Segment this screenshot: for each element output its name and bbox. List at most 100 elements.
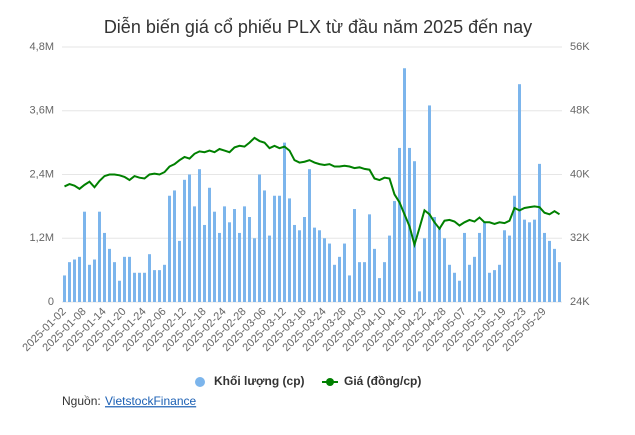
bar [313,227,316,302]
bar [493,270,496,302]
bar [213,211,216,302]
bar [243,206,246,302]
bar [208,187,211,302]
y-tick-label: 3,6M [30,105,54,117]
bar [83,211,86,302]
bar [533,219,536,302]
bar [148,254,151,302]
price-line [64,136,561,249]
y2-tick-label: 56K [570,41,590,53]
bar [398,147,401,302]
bar [268,235,271,302]
bar [433,217,436,302]
bar [283,142,286,302]
bar [538,163,541,302]
bar [378,278,381,302]
bar [483,222,486,302]
bar [303,217,306,302]
bar [63,275,66,302]
bar [203,224,206,302]
bar [393,201,396,302]
bar [328,243,331,302]
y-tick-label: 1,2M [30,232,54,244]
bar [188,174,191,302]
bar [228,222,231,302]
bar [498,264,501,302]
bar [558,262,561,302]
bar [238,232,241,302]
bar [348,275,351,302]
bar [418,291,421,302]
bar [178,240,181,302]
bar [323,238,326,302]
bar [423,238,426,302]
y-tick-label: 0 [48,296,54,308]
bar [158,270,161,302]
bar [353,209,356,302]
bar [273,195,276,302]
bar [468,264,471,302]
bar [453,272,456,302]
bar [108,248,111,302]
bar [463,232,466,302]
bar [368,214,371,302]
bar [548,240,551,302]
bar [403,68,406,302]
bar [198,169,201,302]
bar [258,174,261,302]
bar [388,235,391,302]
bar [98,211,101,302]
bar [528,222,531,302]
bar [278,195,281,302]
bar [298,230,301,302]
bar [153,270,156,302]
bar [88,264,91,302]
bar [363,262,366,302]
bar [518,84,521,302]
bar [443,238,446,302]
bar [263,190,266,302]
bar [123,256,126,302]
bar [478,232,481,302]
y2-tick-label: 24K [570,296,590,308]
bar [358,262,361,302]
bar [553,248,556,302]
bar [308,169,311,302]
legend-symbol [326,378,334,386]
bar [343,243,346,302]
bar [293,224,296,302]
bar [383,262,386,302]
y2-tick-label: 40K [570,168,590,180]
bar [113,262,116,302]
bar [373,248,376,302]
bar [218,232,221,302]
bar [503,230,506,302]
bar [118,280,121,302]
bar [428,105,431,302]
bar [523,219,526,302]
bar [143,272,146,302]
bar [458,280,461,302]
bar [288,198,291,302]
bar [173,190,176,302]
bar [78,256,81,302]
bar [93,259,96,302]
y-tick-label: 4,8M [30,41,54,53]
bar [438,227,441,302]
bar [413,161,416,302]
bar [133,272,136,302]
bar [168,195,171,302]
bar [233,209,236,302]
bar [338,256,341,302]
chart-title: Diễn biến giá cổ phiếu PLX từ đầu năm 20… [104,16,532,37]
legend-label: Giá (đồng/cp) [344,374,421,388]
source-link[interactable]: VietstockFinance [105,394,196,408]
bar [128,256,131,302]
bar [68,262,71,302]
bar [253,238,256,302]
bar [138,272,141,302]
bar [163,264,166,302]
bar [193,206,196,302]
bar [318,230,321,302]
